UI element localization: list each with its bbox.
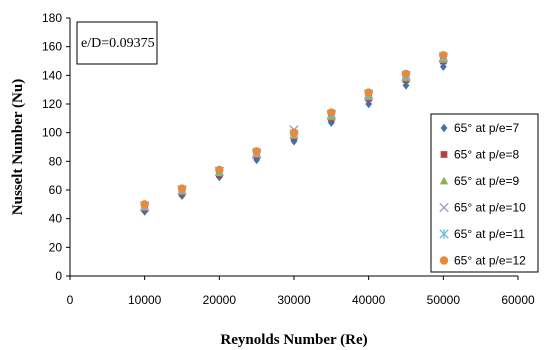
legend-item: 65° at p/e=7 <box>440 121 520 135</box>
data-point <box>289 128 299 137</box>
data-point <box>290 137 298 146</box>
data-point <box>140 200 149 209</box>
data-point <box>327 108 336 117</box>
chart-axes <box>66 17 519 280</box>
y-tick-label: 80 <box>49 154 63 168</box>
x-tick-labels: 0 10000 20000 30000 40000 50000 60000 <box>67 293 535 307</box>
legend-label: 65° at p/e=12 <box>454 254 526 268</box>
x-axis-title: Reynolds Number (Re) <box>220 332 367 348</box>
legend-label: 65° at p/e=9 <box>454 174 520 188</box>
annotation-text: e/D=0.09375 <box>81 36 155 51</box>
x-tick-label: 30000 <box>277 293 311 307</box>
legend-item: 65° at p/e=9 <box>439 174 520 188</box>
legend-label: 65° at p/e=8 <box>454 148 520 162</box>
data-point <box>401 69 411 79</box>
legend-marker <box>439 229 449 239</box>
y-tick-labels: 0 20 40 60 80 100 120 140 160 180 <box>42 11 62 283</box>
data-point <box>402 81 410 90</box>
data-point <box>364 88 373 97</box>
x-tick-label: 10000 <box>128 293 162 307</box>
y-tick-label: 60 <box>49 183 63 197</box>
x-tick-label: 60000 <box>501 293 535 307</box>
y-tick-label: 0 <box>55 269 62 283</box>
x-tick-label: 20000 <box>203 293 237 307</box>
legend-marker <box>439 256 449 265</box>
legend: 65° at p/e=7 65° at p/e=8 65° at p/e=9 65° … <box>430 113 539 273</box>
y-tick-label: 140 <box>42 68 62 82</box>
y-tick-label: 160 <box>42 40 62 54</box>
x-tick-label: 50000 <box>427 293 461 307</box>
data-point <box>439 62 447 71</box>
y-axis-title: Nusselt Number (Nu) <box>10 79 26 215</box>
legend-item: 65° at p/e=8 <box>440 148 520 162</box>
series-6 <box>140 51 448 209</box>
y-tick-label: 20 <box>49 240 63 254</box>
legend-marker <box>440 123 448 133</box>
x-tick-label: 40000 <box>352 293 386 307</box>
legend-marker <box>440 151 448 158</box>
annotation-box: e/D=0.09375 <box>76 21 158 65</box>
legend-item: 65° at p/e=12 <box>439 254 526 268</box>
y-tick-label: 40 <box>49 212 63 226</box>
data-point <box>177 184 187 193</box>
legend-label: 65° at p/e=11 <box>454 227 525 241</box>
legend-label: 65° at p/e=10 <box>454 201 526 215</box>
legend-marker <box>439 202 449 213</box>
y-tick-label: 180 <box>42 11 62 25</box>
data-point <box>252 147 261 156</box>
data-point <box>365 99 373 109</box>
data-points <box>139 51 449 216</box>
data-point <box>215 165 224 175</box>
legend-item: 65° at p/e=10 <box>439 201 526 215</box>
y-tick-label: 120 <box>42 97 62 111</box>
legend-label: 65° at p/e=7 <box>454 121 520 135</box>
legend-item: 65° at p/e=11 <box>439 227 525 241</box>
x-tick-label: 0 <box>67 293 74 307</box>
legend-marker <box>439 176 449 185</box>
data-point <box>439 51 448 60</box>
y-tick-label: 100 <box>42 126 62 140</box>
